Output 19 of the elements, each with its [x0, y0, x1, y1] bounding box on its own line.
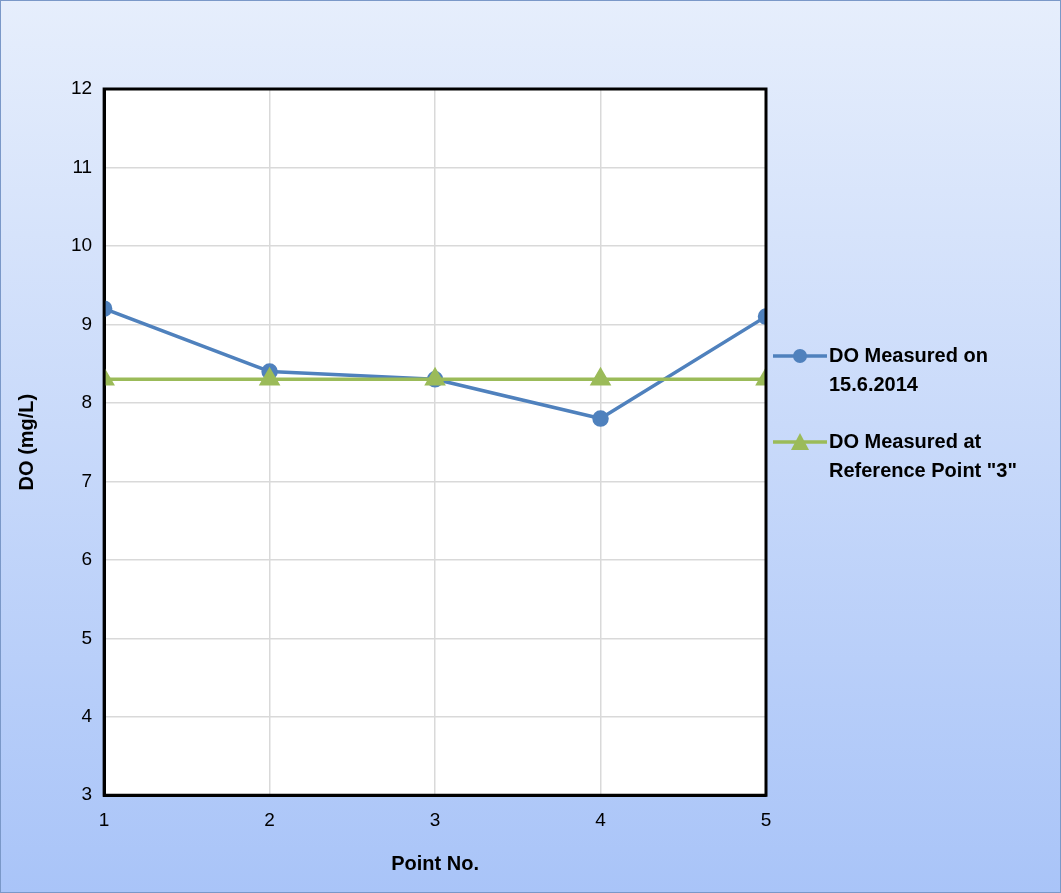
- y-tick-label: 9: [81, 312, 93, 334]
- y-tick-label: 12: [70, 77, 93, 99]
- y-tick-label: 4: [81, 704, 93, 726]
- x-axis-title: Point No.: [391, 851, 479, 874]
- y-tick-label: 6: [81, 548, 93, 570]
- x-tick-label: 1: [98, 808, 110, 830]
- y-tick-label: 7: [81, 469, 93, 491]
- y-tick-label: 11: [72, 155, 93, 177]
- y-tick-label: 8: [81, 391, 93, 413]
- y-tick-label: 3: [81, 783, 93, 805]
- y-tick-label: 10: [70, 234, 93, 256]
- x-tick-label: 4: [595, 808, 607, 830]
- x-tick-label: 5: [760, 808, 772, 830]
- x-tick-label: 2: [264, 808, 275, 830]
- y-axis-title: DO (mg/L): [14, 393, 37, 491]
- legend-label: DO Measured on 15.6.2014: [829, 343, 989, 397]
- y-tick-label: 5: [81, 626, 93, 648]
- x-tick-label: 3: [429, 808, 441, 830]
- legend-label: DO Measured at Reference Point "3": [829, 429, 1018, 483]
